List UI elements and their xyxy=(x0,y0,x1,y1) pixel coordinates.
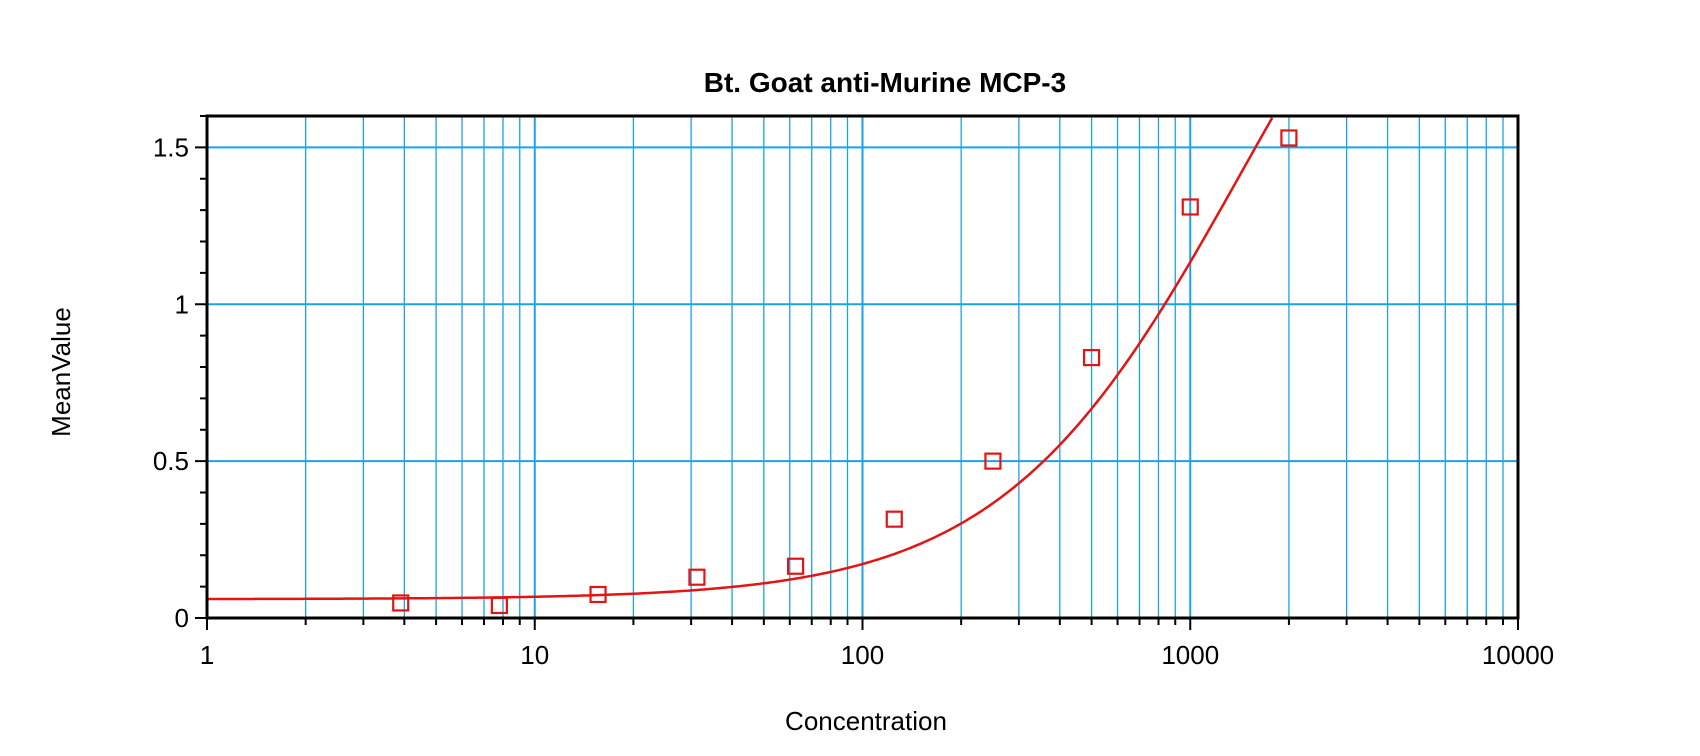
y-tick-label: 0.5 xyxy=(153,446,189,476)
data-point xyxy=(1082,348,1101,367)
x-tick-label: 1000 xyxy=(1161,640,1219,670)
data-point xyxy=(589,585,607,604)
y-tick-label: 1 xyxy=(175,289,189,319)
grid xyxy=(207,116,1518,618)
data-point xyxy=(984,452,1002,470)
data-point xyxy=(392,594,410,612)
x-tick-label: 100 xyxy=(841,640,884,670)
x-tick-labels: 1 10 100 1000 10000 xyxy=(200,640,1554,670)
fit-curve xyxy=(206,117,1274,601)
data-point xyxy=(786,557,805,575)
data-point xyxy=(885,510,903,528)
fit-curve-layer xyxy=(206,117,1274,601)
x-axis-label: Concentration xyxy=(785,706,947,736)
x-tick-label: 10 xyxy=(520,640,549,670)
y-axis-label: MeanValue xyxy=(46,307,76,437)
chart-title: Bt. Goat anti-Murine MCP-3 xyxy=(704,67,1066,98)
data-point xyxy=(1280,129,1298,147)
x-tick-label: 10000 xyxy=(1482,640,1554,670)
axis-ticks xyxy=(195,115,1519,630)
y-tick-label: 1.5 xyxy=(153,132,189,162)
data-point xyxy=(1181,198,1199,216)
y-tick-labels: 0 0.5 1 1.5 xyxy=(153,132,189,633)
data-point xyxy=(490,596,508,615)
data-points xyxy=(392,129,1298,615)
x-tick-label: 1 xyxy=(200,640,214,670)
y-tick-label: 0 xyxy=(175,603,189,633)
data-point xyxy=(688,568,706,586)
